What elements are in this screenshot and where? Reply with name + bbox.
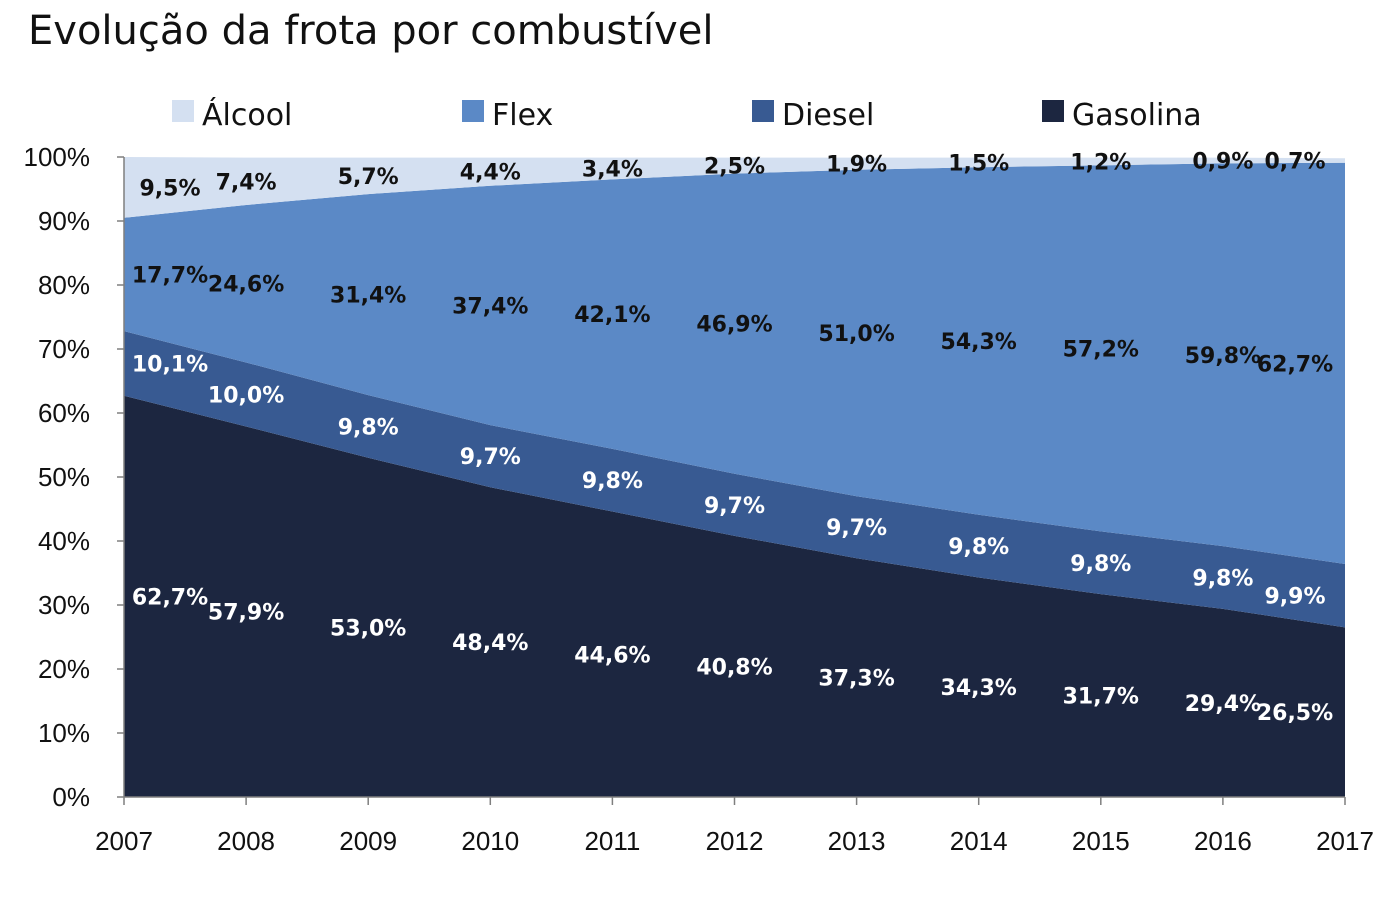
data-label: 59,8% <box>1185 344 1261 369</box>
data-label: 9,7% <box>826 516 887 541</box>
area-flex <box>124 162 1345 565</box>
data-label: 9,8% <box>582 469 643 494</box>
data-label: 7,4% <box>216 170 277 195</box>
data-label: 57,9% <box>208 601 284 626</box>
y-tick-label: 90% <box>38 206 90 236</box>
legend-swatch-gasolina <box>1042 100 1064 122</box>
data-label: 9,8% <box>338 415 399 440</box>
x-tick-label: 2008 <box>217 826 275 856</box>
area-diesel <box>124 331 1345 628</box>
data-label: 9,7% <box>704 494 765 519</box>
area-layer <box>124 157 1345 797</box>
data-label: 9,8% <box>948 535 1009 560</box>
data-label: 44,6% <box>574 643 650 668</box>
legend-label-alcool: Álcool <box>202 97 292 133</box>
data-label: 1,9% <box>826 153 887 178</box>
legend-swatch-flex <box>462 100 484 122</box>
data-label: 10,1% <box>132 352 208 377</box>
data-label: 40,8% <box>696 655 772 680</box>
area-gasolina <box>124 395 1345 797</box>
data-label: 0,7% <box>1264 150 1325 175</box>
data-label: 29,4% <box>1185 692 1261 717</box>
chart-title: Evolução da frota por combustível <box>28 8 714 54</box>
data-label: 57,2% <box>1063 337 1139 362</box>
data-label: 17,7% <box>132 263 208 288</box>
y-tick-label: 60% <box>38 398 90 428</box>
legend-label-flex: Flex <box>492 98 553 133</box>
y-tick-label: 40% <box>38 526 90 556</box>
y-tick-label: 80% <box>38 270 90 300</box>
data-label: 31,4% <box>330 284 406 309</box>
data-label: 2,5% <box>704 155 765 180</box>
y-tick-label: 0% <box>52 782 90 812</box>
data-label: 34,3% <box>941 676 1017 701</box>
legend-swatch-alcool <box>172 100 194 122</box>
data-label: 48,4% <box>452 631 528 656</box>
x-tick-label: 2007 <box>95 826 153 856</box>
data-label: 5,7% <box>338 165 399 190</box>
data-label: 10,0% <box>208 383 284 408</box>
y-tick-label: 70% <box>38 334 90 364</box>
data-label: 3,4% <box>582 158 643 183</box>
x-tick-label: 2015 <box>1072 826 1130 856</box>
y-tick-label: 100% <box>24 142 91 172</box>
data-label: 31,7% <box>1063 685 1139 710</box>
data-label: 1,5% <box>948 151 1009 176</box>
data-label: 24,6% <box>208 273 284 298</box>
x-tick-label: 2016 <box>1194 826 1252 856</box>
axes-layer: 0% 10% 20% 30% 40% 50% 60% 70% 80% 90% 100% 2007 200… <box>24 142 1374 856</box>
data-label: 42,1% <box>574 303 650 328</box>
data-label: 37,4% <box>452 295 528 320</box>
legend: Álcool Flex Diesel Gasolina <box>172 97 1202 133</box>
data-label: 46,9% <box>696 313 772 338</box>
area-alcool <box>124 157 1345 218</box>
data-label: 51,0% <box>818 322 894 347</box>
x-tick-label: 2012 <box>706 826 764 856</box>
y-tick-label: 50% <box>38 462 90 492</box>
data-label: 54,3% <box>941 330 1017 355</box>
legend-label-diesel: Diesel <box>782 98 874 133</box>
data-label: 37,3% <box>818 667 894 692</box>
y-tick-label: 30% <box>38 590 90 620</box>
legend-swatch-diesel <box>752 100 774 122</box>
data-label: 9,8% <box>1070 552 1131 577</box>
data-label: 1,2% <box>1070 151 1131 176</box>
data-label: 9,8% <box>1192 567 1253 592</box>
y-tick-label: 20% <box>38 654 90 684</box>
data-label: 62,7% <box>1257 352 1333 377</box>
data-label: 0,9% <box>1192 150 1253 175</box>
x-tick-label: 2011 <box>584 826 640 856</box>
data-label: 62,7% <box>132 585 208 610</box>
data-label: 4,4% <box>460 161 521 186</box>
x-tick-label: 2009 <box>339 826 397 856</box>
x-tick-label: 2013 <box>828 826 886 856</box>
data-label: 9,9% <box>1264 585 1325 610</box>
data-label: 53,0% <box>330 616 406 641</box>
y-tick-label: 10% <box>38 718 90 748</box>
legend-label-gasolina: Gasolina <box>1072 98 1202 133</box>
data-label-layer: 62,7%57,9%53,0%48,4% 44,6% 40,8% 37,3% 34,3%… <box>132 150 1333 727</box>
data-label: 9,7% <box>460 445 521 470</box>
x-tick-label: 2017 <box>1316 826 1374 856</box>
x-tick-label: 2014 <box>950 826 1008 856</box>
x-tick-label: 2010 <box>461 826 519 856</box>
data-label: 9,5% <box>139 176 200 201</box>
data-label: 26,5% <box>1257 701 1333 726</box>
